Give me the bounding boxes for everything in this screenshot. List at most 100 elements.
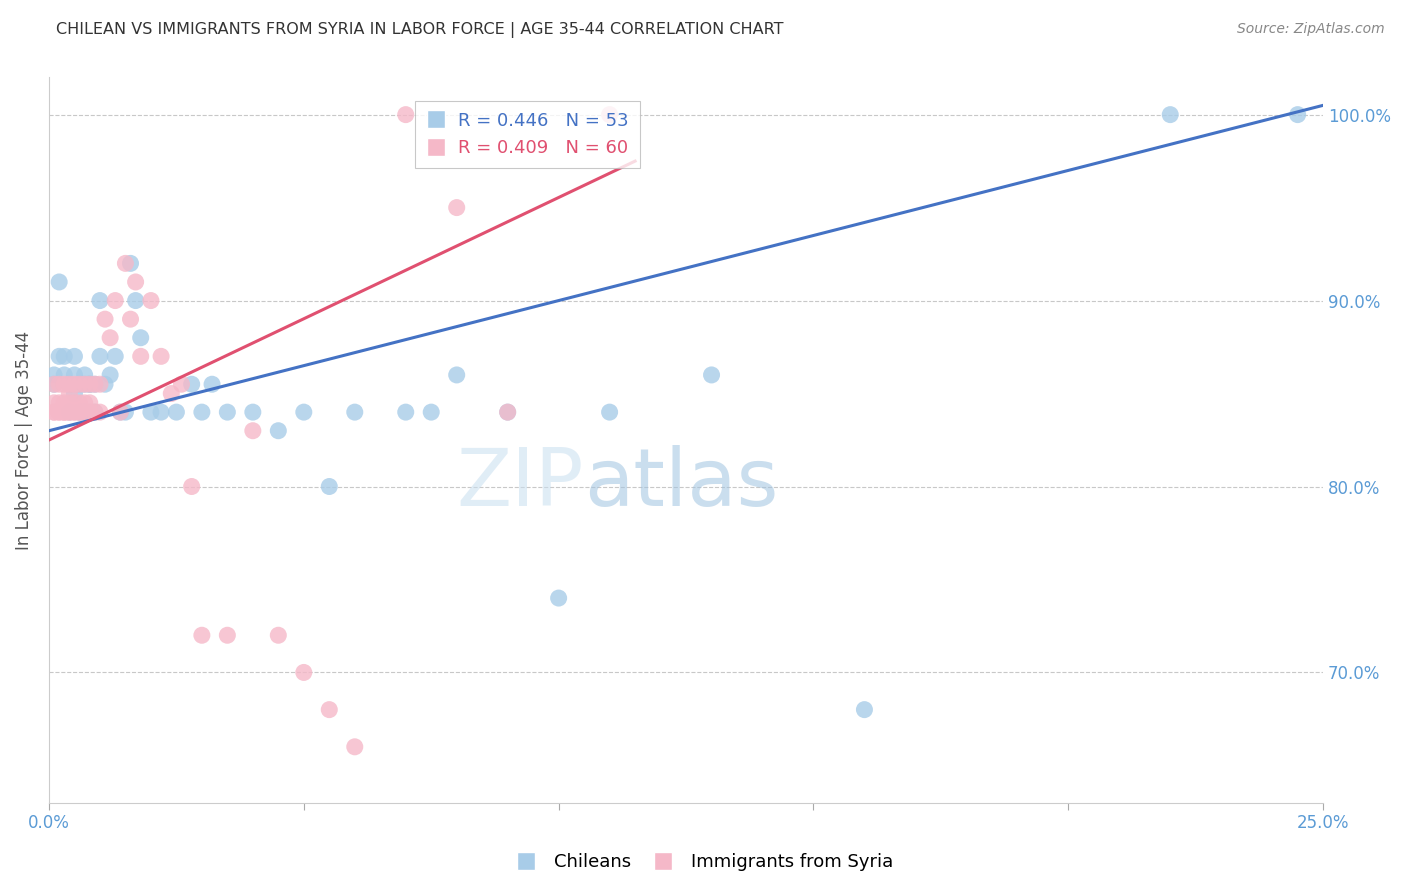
Point [129,331,152,345]
Point [446,368,468,382]
Point [446,201,468,215]
Point [395,405,418,419]
Point [110,405,132,419]
Point [53,377,76,392]
Point [58,396,80,410]
Legend: R = 0.446   N = 53, R = 0.409   N = 60: R = 0.446 N = 53, R = 0.409 N = 60 [415,101,640,168]
Point [63,368,86,382]
Point [318,479,340,493]
Point [242,405,264,419]
Point [94,377,117,392]
Point [48,405,70,419]
Point [83,377,105,392]
Point [120,256,142,270]
Point [79,405,101,419]
Point [69,377,91,392]
Point [58,377,80,392]
Point [267,628,290,642]
Point [63,405,86,419]
Legend: Chileans, Immigrants from Syria: Chileans, Immigrants from Syria [506,847,900,879]
Point [150,405,173,419]
Point [79,377,101,392]
Point [180,479,202,493]
Point [53,405,76,419]
Point [83,405,105,419]
Point [700,368,723,382]
Point [48,349,70,363]
Point [114,256,136,270]
Point [69,377,91,392]
Point [129,349,152,363]
Point [58,386,80,401]
Point [547,591,569,605]
Point [58,405,80,419]
Point [1159,108,1181,122]
Point [217,405,239,419]
Point [94,312,117,326]
Point [42,405,65,419]
Point [165,405,187,419]
Y-axis label: In Labor Force | Age 35-44: In Labor Force | Age 35-44 [15,330,32,549]
Point [160,386,183,401]
Point [98,368,121,382]
Point [150,349,173,363]
Point [98,331,121,345]
Point [89,405,111,419]
Point [53,349,76,363]
Point [48,396,70,410]
Point [48,275,70,289]
Point [267,424,290,438]
Point [496,405,519,419]
Point [89,293,111,308]
Text: ZIP: ZIP [457,444,583,523]
Point [53,405,76,419]
Point [599,405,621,419]
Point [73,377,96,392]
Point [69,405,91,419]
Point [599,108,621,122]
Point [48,405,70,419]
Point [242,424,264,438]
Point [42,405,65,419]
Point [73,405,96,419]
Point [139,293,162,308]
Point [63,405,86,419]
Point [73,396,96,410]
Point [292,405,315,419]
Point [79,405,101,419]
Point [63,377,86,392]
Point [318,703,340,717]
Point [83,377,105,392]
Point [292,665,315,680]
Point [42,377,65,392]
Point [79,396,101,410]
Point [89,377,111,392]
Point [42,368,65,382]
Point [89,349,111,363]
Point [170,377,193,392]
Point [496,405,519,419]
Point [110,405,132,419]
Point [53,396,76,410]
Point [73,377,96,392]
Point [104,293,127,308]
Point [124,293,146,308]
Point [853,703,876,717]
Text: CHILEAN VS IMMIGRANTS FROM SYRIA IN LABOR FORCE | AGE 35-44 CORRELATION CHART: CHILEAN VS IMMIGRANTS FROM SYRIA IN LABO… [56,22,783,38]
Point [69,405,91,419]
Point [343,405,366,419]
Point [395,108,418,122]
Point [58,377,80,392]
Text: Source: ZipAtlas.com: Source: ZipAtlas.com [1237,22,1385,37]
Point [217,628,239,642]
Point [201,377,224,392]
Point [69,396,91,410]
Point [53,405,76,419]
Point [69,405,91,419]
Point [191,405,214,419]
Point [191,628,214,642]
Point [343,739,366,754]
Point [83,405,105,419]
Point [1286,108,1309,122]
Point [79,377,101,392]
